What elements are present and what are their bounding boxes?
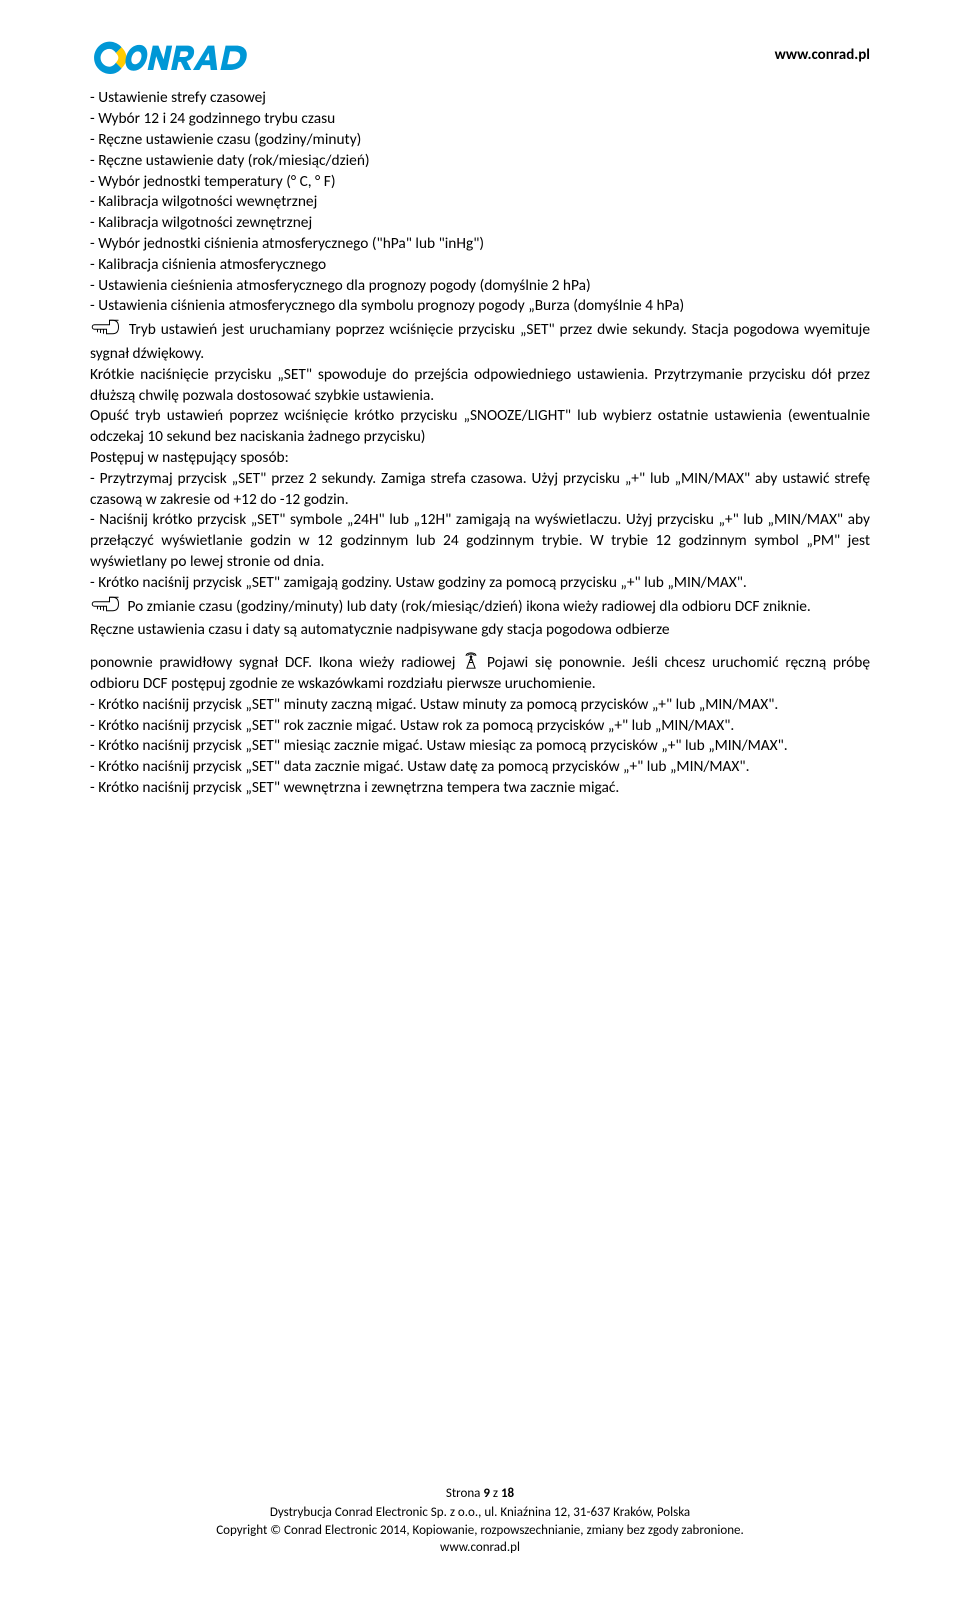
bullet-8: - Wybór jednostki ciśnienia atmosferyczn… (90, 234, 870, 255)
paragraph-7: - Krótko naciśnij przycisk „SET" zamigaj… (90, 573, 870, 594)
bullet-9: - Kalibracja ciśnienia atmosferycznego (90, 255, 870, 276)
paragraph-14: - Krótko naciśnij przycisk „SET" data za… (90, 757, 870, 778)
bullet-10: - Ustawienia cieśnienia atmosferycznego … (90, 276, 870, 297)
paragraph-9: Ręczne ustawienia czasu i daty są automa… (90, 620, 870, 641)
brand-logo (90, 40, 260, 76)
bullet-4: - Ręczne ustawienie daty (rok/miesiąc/dz… (90, 151, 870, 172)
page-footer: Strona 9 z 18 Dystrybucja Conrad Electro… (0, 1485, 960, 1557)
bullet-11: - Ustawienia ciśnienia atmosferycznego d… (90, 296, 870, 317)
bullet-3: - Ręczne ustawienie czasu (godziny/minut… (90, 130, 870, 151)
paragraph-12: - Krótko naciśnij przycisk „SET" rok zac… (90, 716, 870, 737)
paragraph-13: - Krótko naciśnij przycisk „SET" miesiąc… (90, 736, 870, 757)
paragraph-11: - Krótko naciśnij przycisk „SET" minuty … (90, 695, 870, 716)
footer-page-number: Strona 9 z 18 (0, 1485, 960, 1503)
paragraph-15: - Krótko naciśnij przycisk „SET" wewnętr… (90, 778, 870, 799)
paragraph-2: Krótkie naciśnięcie przycisku „SET" spow… (90, 365, 870, 407)
bullet-1: - Ustawienie strefy czasowej (90, 88, 870, 109)
paragraph-tip-1-text: Tryb ustawień jest uruchamiany poprzez w… (90, 320, 870, 363)
footer-line-1: Dystrybucja Conrad Electronic Sp. z o.o.… (0, 1504, 960, 1522)
paragraph-tip-1: Tryb ustawień jest uruchamiany poprzez w… (90, 317, 870, 365)
paragraph-tip-2-text: Po zmianie czasu (godziny/minuty) lub da… (127, 597, 810, 616)
bullet-7: - Kalibracja wilgotności zewnętrznej (90, 213, 870, 234)
radio-tower-icon (462, 653, 487, 672)
bullet-5: - Wybór jednostki temperatury (° C, ° F) (90, 172, 870, 193)
paragraph-10a: ponownie prawidłowy sygnał DCF. Ikona wi… (90, 653, 462, 672)
hand-pointing-icon (90, 317, 120, 344)
paragraph-6: - Naciśnij krótko przycisk „SET" symbole… (90, 510, 870, 572)
paragraph-3: Opuść tryb ustawień poprzez wciśnięcie k… (90, 406, 870, 448)
paragraph-5: - Przytrzymaj przycisk „SET" przez 2 sek… (90, 469, 870, 511)
paragraph-tip-2: Po zmianie czasu (godziny/minuty) lub da… (90, 594, 870, 621)
bullet-2: - Wybór 12 i 24 godzinnego trybu czasu (90, 109, 870, 130)
paragraph-10: ponownie prawidłowy sygnał DCF. Ikona wi… (90, 651, 870, 695)
footer-line-2: Copyright © Conrad Electronic 2014, Kopi… (0, 1522, 960, 1540)
header-url: www.conrad.pl (775, 46, 870, 64)
footer-line-3: www.conrad.pl (0, 1539, 960, 1557)
paragraph-4: Postępuj w następujący sposób: (90, 448, 870, 469)
bullet-6: - Kalibracja wilgotności wewnętrznej (90, 192, 870, 213)
hand-pointing-icon (90, 594, 120, 621)
